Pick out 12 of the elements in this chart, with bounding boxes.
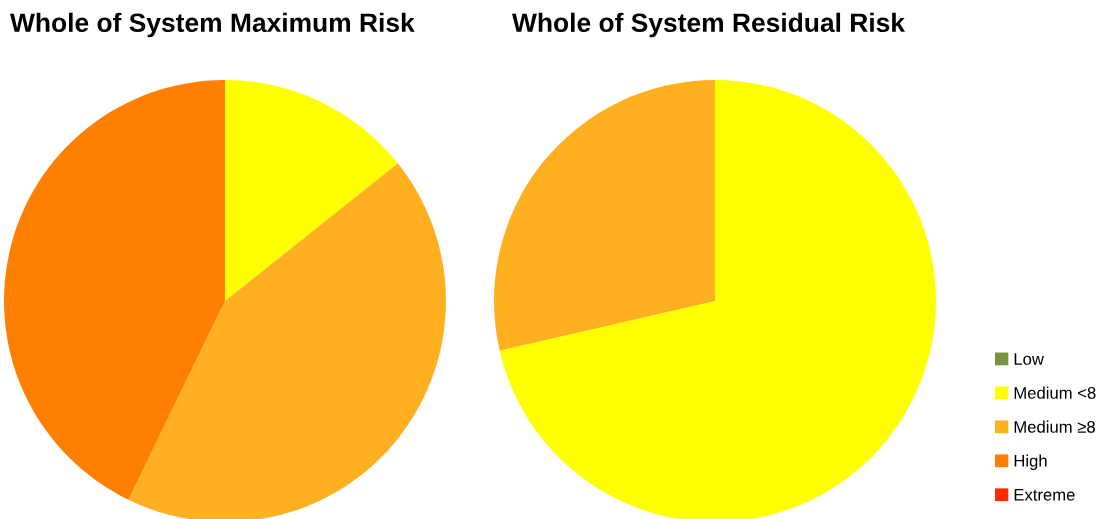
legend-label: High <box>1014 454 1047 471</box>
pie-slice <box>4 80 225 500</box>
legend-label: Medium ≥8 <box>1014 420 1095 433</box>
pie-slice <box>494 80 715 351</box>
legend-label: Medium <8 <box>1014 386 1096 399</box>
pie-slice <box>128 163 446 519</box>
pie-slice <box>499 80 936 519</box>
pie-slice <box>225 80 398 301</box>
chart-title: Whole of System Residual Risk <box>512 12 906 38</box>
chart-title: Whole of System Maximum Risk <box>10 12 415 38</box>
legend-label: Low <box>1014 353 1044 365</box>
legend-label: Extreme <box>1014 489 1075 501</box>
